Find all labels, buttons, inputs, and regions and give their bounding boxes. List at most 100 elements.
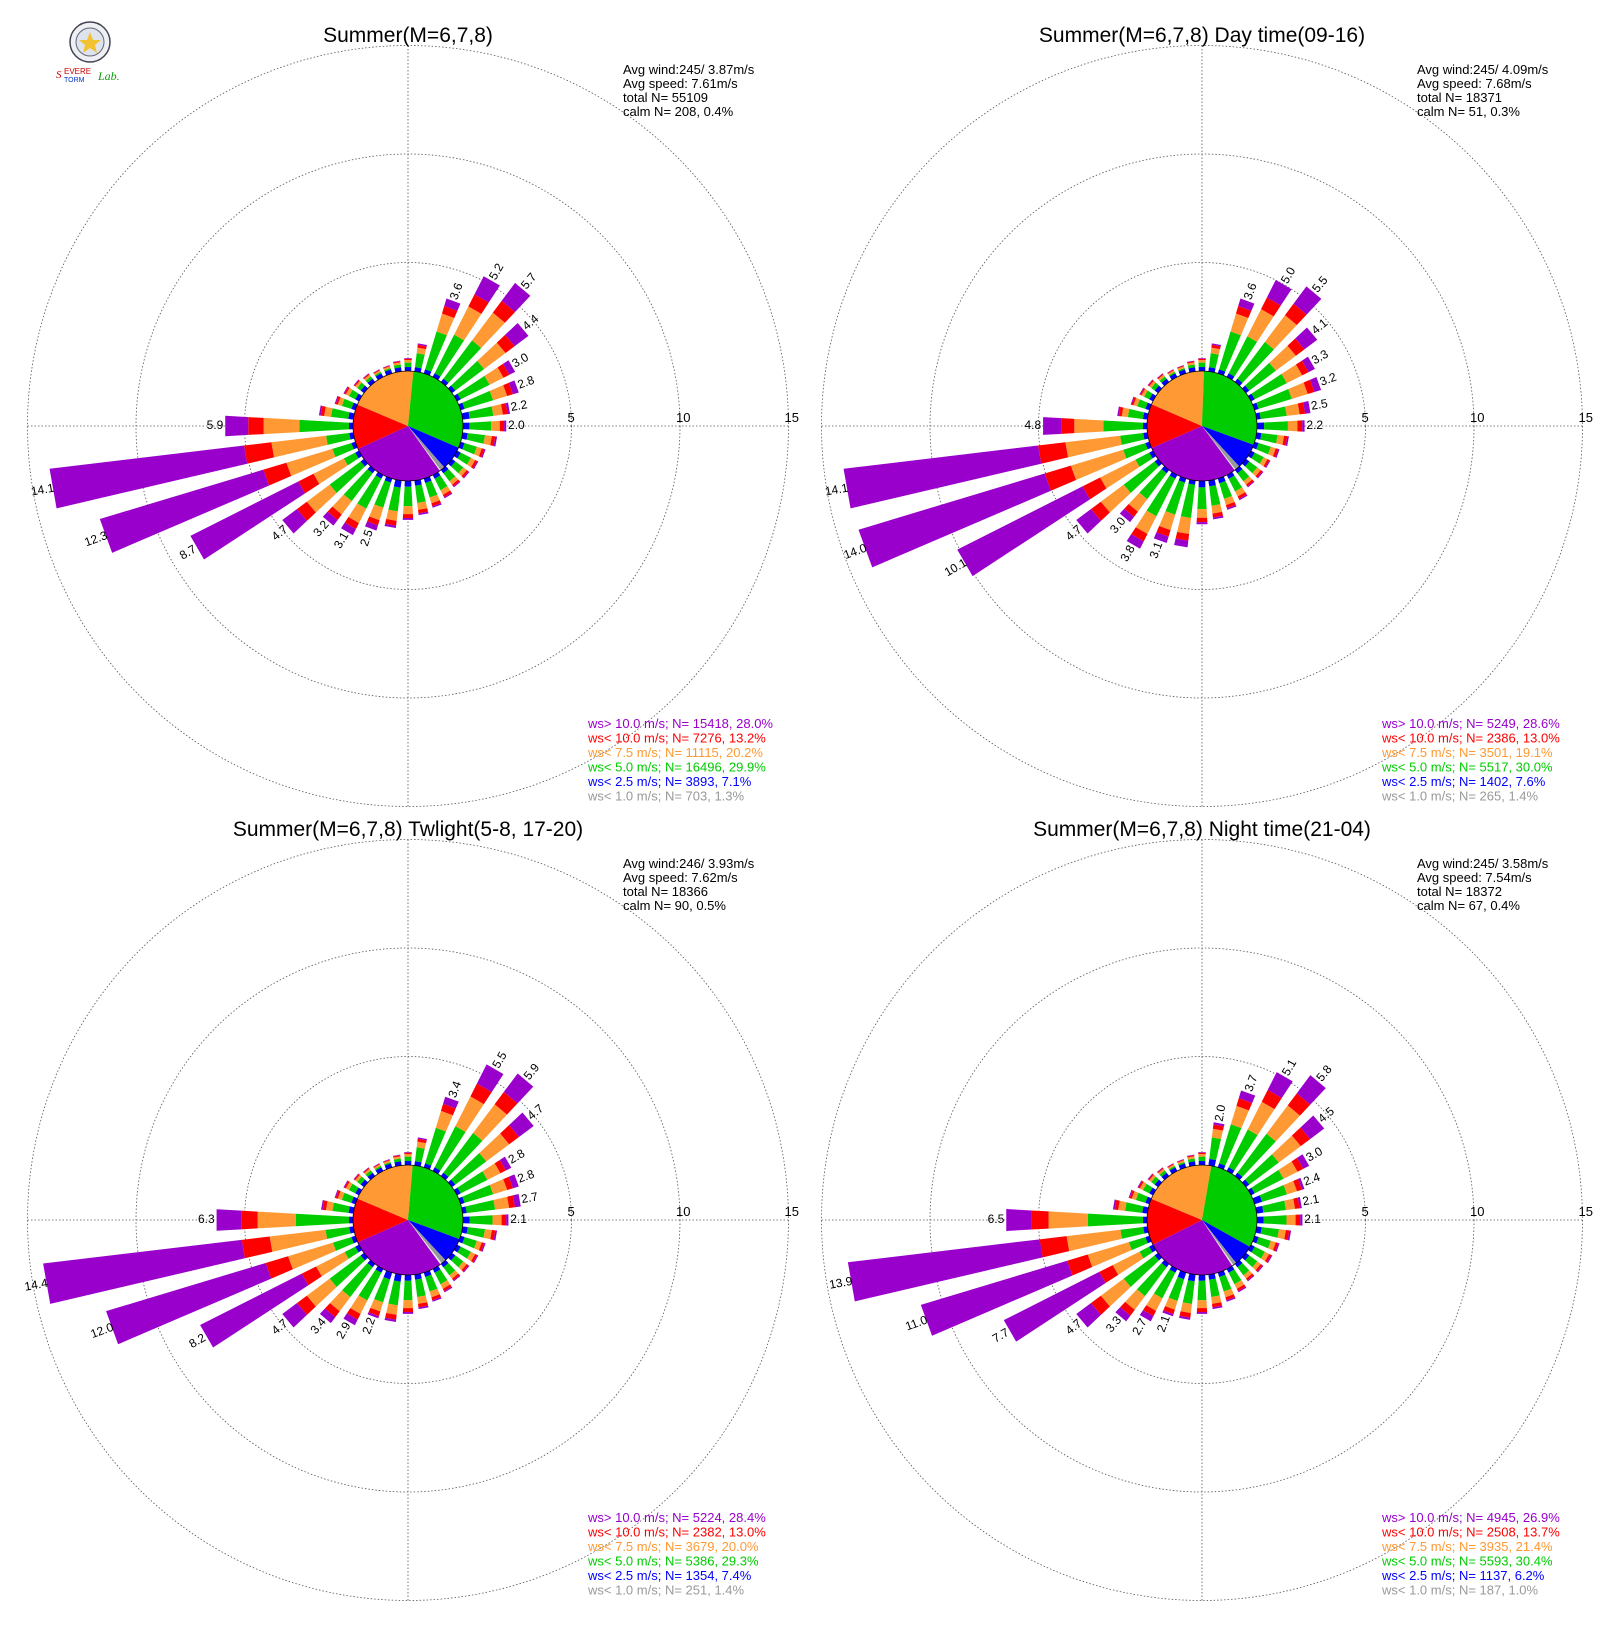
bar-base-tick	[432, 1167, 441, 1174]
bar-segment-lt10	[1196, 1308, 1208, 1312]
bar-segment-gt10	[343, 1180, 349, 1188]
bar-segment-lt7_5	[345, 387, 353, 397]
bar-segment-lt7_5	[1149, 380, 1156, 388]
bar-segment-lt5	[425, 1274, 438, 1292]
bar-segment-lt5	[1236, 341, 1274, 385]
calm-pie-slice	[408, 1220, 460, 1261]
bar-segment-lt5	[1227, 336, 1258, 379]
bar-segment-lt7_5	[393, 362, 401, 366]
bar-segment-gt10	[1238, 1090, 1256, 1104]
bar-segment-gt10	[1139, 387, 1144, 395]
bar-segment-lt10	[431, 1294, 442, 1301]
bar-value-label: 4.8	[1024, 418, 1041, 432]
bar-segment-lt10	[1187, 361, 1195, 364]
bar-segment-lt5	[1197, 1280, 1207, 1301]
bar-segment-lt7_5	[337, 1191, 345, 1201]
calm-pie-outline	[352, 370, 464, 482]
bar-segment-gt10	[49, 445, 248, 509]
stat-avg-wind: Avg wind:245/ 4.09m/s	[1417, 62, 1549, 77]
bar-segment-lt5	[1182, 1280, 1195, 1305]
bar-segment-gt10	[190, 481, 306, 560]
bar-segment-gt10	[1112, 1199, 1117, 1210]
bar-segment-gt10	[1265, 460, 1271, 468]
bar-base-tick	[1248, 1187, 1255, 1196]
calm-pie-outline	[352, 1164, 464, 1276]
bar-segment-lt5	[415, 484, 426, 504]
bar-base-tick	[394, 367, 402, 373]
bar-base-tick	[1169, 1167, 1178, 1174]
bar-base-tick	[454, 450, 461, 459]
bar-segment-lt7_5	[1198, 360, 1206, 363]
bar-value-label: 3.6	[447, 281, 466, 302]
bar-base-tick	[1143, 1226, 1149, 1234]
bar-base-tick	[440, 378, 449, 386]
bar-segment-lt7_5	[383, 366, 391, 371]
legend-entry: ws< 7.5 m/s; N= 11115, 20.2%	[587, 745, 763, 760]
bar-segment-lt5	[1243, 362, 1276, 392]
bar-segment-lt7_5	[417, 501, 428, 510]
bar-segment-lt5	[1260, 433, 1278, 444]
bar-segment-gt10	[957, 486, 1090, 577]
bar-segment-lt5	[462, 1237, 477, 1249]
bar-segment-lt5	[374, 478, 392, 508]
bar-value-label: 14.0	[842, 541, 869, 562]
bar-segment-lt5	[1219, 481, 1233, 499]
bar-segment-lt5	[299, 419, 351, 433]
bar-segment-gt10	[1303, 401, 1311, 414]
bar-segment-lt5	[424, 331, 447, 373]
bar-segment-gt10	[463, 1265, 470, 1273]
legend-entry: ws> 10.0 m/s; N= 5249, 28.6%	[1381, 716, 1560, 731]
bar-segment-lt10	[344, 517, 359, 530]
bar-segment-lt7_5	[348, 503, 367, 524]
bar-segment-lt7_5	[1121, 407, 1130, 418]
bar-segment-lt5	[330, 408, 350, 419]
bar-segment-lt5	[1103, 420, 1146, 432]
bar-segment-lt10	[501, 1214, 507, 1226]
bar-base-tick	[355, 1187, 362, 1196]
bar-segment-gt10	[1006, 1209, 1032, 1231]
calm-pie-slice	[1202, 426, 1254, 467]
bar-segment-lt7_5	[325, 1201, 334, 1211]
bar-segment-lt10	[1157, 1167, 1164, 1174]
bar-segment-lt5	[1251, 1246, 1265, 1259]
svg-text:TORM: TORM	[64, 77, 85, 84]
bar-segment-lt10	[1167, 369, 1174, 374]
bar-segment-lt5	[1227, 1129, 1258, 1173]
bar-segment-lt10	[1196, 517, 1208, 523]
bar-base-tick	[1248, 1244, 1255, 1253]
bar-segment-lt7_5	[324, 406, 333, 417]
bar-segment-lt10	[383, 365, 390, 369]
bar-segment-gt10	[1176, 1159, 1184, 1162]
bar-segment-lt7_5	[404, 360, 412, 363]
bar-segment-lt5	[463, 1199, 496, 1214]
bar-segment-gt10	[499, 1156, 512, 1171]
ring-label: 15	[785, 1204, 799, 1219]
bar-segment-gt10	[506, 1214, 509, 1226]
bar-segment-gt10	[1115, 1307, 1131, 1322]
bar-segment-gt10	[443, 492, 453, 499]
bar-segment-lt10	[507, 1195, 515, 1208]
bar-segment-gt10	[318, 405, 323, 416]
bar-base-tick	[1226, 472, 1235, 479]
stat-avg-wind: Avg wind:245/ 3.58m/s	[1417, 856, 1549, 871]
bar-segment-gt10	[1237, 1286, 1247, 1293]
legend-entry: ws< 10.0 m/s; N= 2508, 13.7%	[1381, 1525, 1560, 1540]
bar-segment-lt10	[1131, 397, 1137, 406]
bar-base-tick	[461, 412, 467, 420]
bar-base-tick	[1255, 432, 1261, 440]
bar-segment-lt7_5	[1287, 420, 1298, 432]
bar-segment-lt7_5	[263, 417, 300, 435]
bar-segment-lt7_5	[1158, 1168, 1165, 1175]
bar-segment-lt7_5	[286, 448, 336, 477]
bar-value-label: 6.3	[198, 1212, 215, 1226]
bar-segment-lt5	[1257, 406, 1287, 420]
bar-segment-lt7_5	[1211, 504, 1223, 514]
calm-pie-slice	[1202, 1165, 1258, 1247]
svg-text:S: S	[56, 69, 62, 81]
bar-segment-gt10	[1003, 1271, 1106, 1342]
wind-rose-panel-1: 5 10 153.65.2 5.74.43.02.82.22.02.53.13.24.…	[27, 24, 799, 807]
stat-calm: calm N= 208, 0.4%	[623, 104, 734, 119]
bar-base-tick	[1143, 432, 1149, 440]
bar-segment-lt7_5	[1252, 467, 1261, 477]
calm-pie-slice	[1202, 1220, 1237, 1266]
